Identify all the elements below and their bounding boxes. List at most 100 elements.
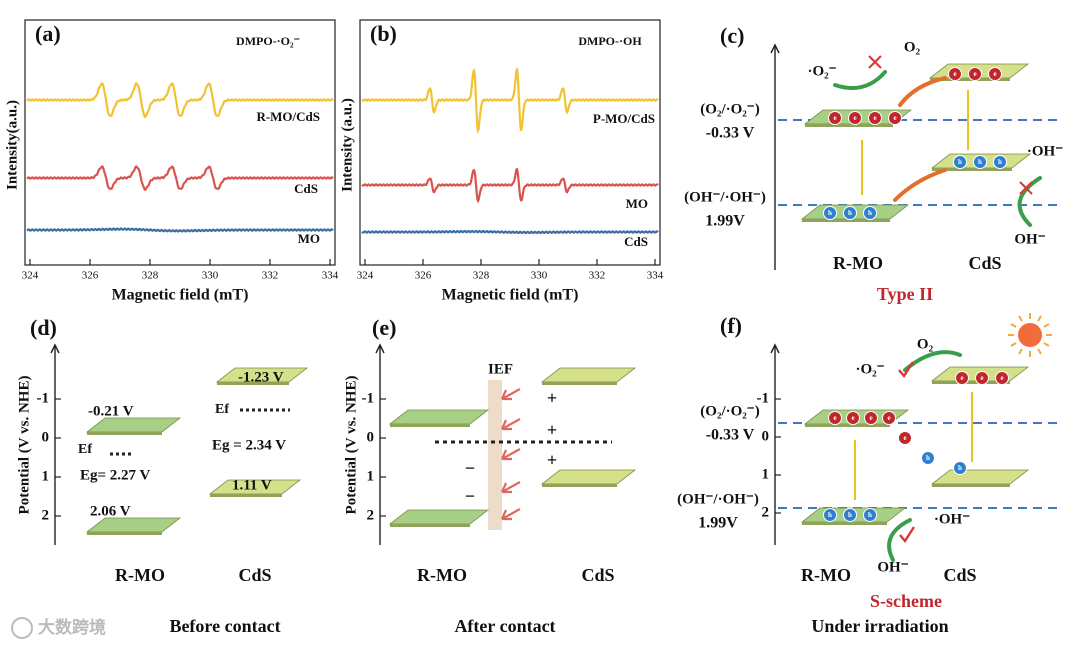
label: ·OH⁻ xyxy=(1027,143,1063,159)
label: + xyxy=(547,388,557,408)
field-arrow xyxy=(500,388,521,401)
label: R-MO xyxy=(801,565,851,585)
cross-mark xyxy=(868,55,882,69)
electron xyxy=(868,111,882,125)
band-plate xyxy=(208,479,302,497)
hole xyxy=(993,155,1007,169)
panel-label: (c) xyxy=(720,23,744,48)
carrier-label: h xyxy=(848,511,852,519)
y-tick-label: 1 xyxy=(762,466,770,482)
carrier-label: e xyxy=(973,70,976,78)
carrier-label: e xyxy=(993,70,996,78)
scheme-label: Type II xyxy=(877,284,933,304)
y-tick-label: 2 xyxy=(367,507,375,523)
electron xyxy=(846,411,860,425)
plate-edge xyxy=(542,484,617,487)
electron xyxy=(888,111,902,125)
electron xyxy=(975,371,989,385)
label: 1.99V xyxy=(698,515,738,532)
x-tick-label: 334 xyxy=(322,270,339,282)
label: − xyxy=(465,458,475,478)
plate-edge xyxy=(802,522,887,525)
label: R-MO xyxy=(115,565,165,585)
label: (O₂/·O₂⁻) xyxy=(700,403,759,419)
y-tick-label: -1 xyxy=(757,390,770,406)
electron xyxy=(828,111,842,125)
band-plate xyxy=(85,417,182,435)
plate-edge xyxy=(805,424,890,427)
field-arrow xyxy=(500,418,521,431)
hole xyxy=(863,206,877,220)
caption: Under irradiation xyxy=(811,616,948,636)
label: ·OH⁻ xyxy=(934,511,970,527)
plot-frame xyxy=(24,19,336,266)
electron xyxy=(948,67,962,81)
band-plate xyxy=(85,517,182,535)
curved-arrow xyxy=(833,70,887,90)
trace-label: CdS xyxy=(294,181,318,196)
label: CdS xyxy=(968,253,1001,273)
electron xyxy=(882,411,896,425)
band-plate xyxy=(540,469,637,487)
watermark-icon xyxy=(11,617,33,639)
x-tick-label: 330 xyxy=(531,270,548,282)
check-mark xyxy=(898,361,915,379)
carrier-label: e xyxy=(833,114,836,122)
carrier-label: h xyxy=(848,209,852,217)
sun-ray xyxy=(1043,342,1050,347)
plate-edge xyxy=(932,381,1010,384)
label: + xyxy=(547,450,557,470)
plate-edge xyxy=(802,219,890,222)
hole xyxy=(953,155,967,169)
y-axis-label: Potential (V vs. NHE) xyxy=(343,376,359,515)
transfer-arrow xyxy=(893,168,947,202)
y-axis-label: Intensity (a.u.) xyxy=(339,98,355,192)
spectrum xyxy=(361,67,659,134)
label: Ef xyxy=(78,442,92,457)
trace-label: MO xyxy=(626,196,648,211)
label: -1.23 V xyxy=(238,369,284,385)
hole xyxy=(843,206,857,220)
x-tick-label: 326 xyxy=(415,270,432,282)
field-arrow xyxy=(500,508,521,521)
band-plate xyxy=(540,367,637,385)
carrier-label: e xyxy=(853,114,856,122)
label: -0.33 V xyxy=(706,427,755,444)
label: − xyxy=(465,486,475,506)
sun-ray xyxy=(1037,315,1042,322)
probe-label: DMPO-·OH xyxy=(578,34,642,48)
hole xyxy=(823,508,837,522)
transfer-arrow xyxy=(898,76,947,107)
x-tick-label: 328 xyxy=(473,270,490,282)
y-axis-label: Intensity(a.u.) xyxy=(4,100,20,190)
label: (OH⁻/·OH⁻) xyxy=(684,189,766,205)
y-tick-label: 0 xyxy=(42,429,50,445)
x-tick-label: 328 xyxy=(142,270,159,282)
label: Ef xyxy=(215,402,229,417)
label: R-MO xyxy=(833,253,883,273)
axis-arrow xyxy=(50,343,60,354)
carrier-label: e xyxy=(1000,374,1003,382)
carrier-label: h xyxy=(978,158,982,166)
electron xyxy=(988,67,1002,81)
spectrum xyxy=(361,167,659,204)
axis-arrow xyxy=(770,43,780,54)
carrier-label: e xyxy=(873,114,876,122)
panel-label: (b) xyxy=(370,21,397,46)
panel-label: (f) xyxy=(720,313,742,338)
x-tick-label: 324 xyxy=(22,270,39,282)
spectrum xyxy=(26,82,334,119)
plate-edge xyxy=(805,124,893,127)
sun-ray xyxy=(1010,323,1017,328)
carrier-label: e xyxy=(833,414,836,422)
label: -0.21 V xyxy=(88,403,134,419)
label: (OH⁻/·OH⁻) xyxy=(677,491,759,507)
trace-label: R-MO/CdS xyxy=(256,109,320,124)
carrier-label: e xyxy=(903,434,906,442)
caption: After contact xyxy=(454,616,555,636)
hole xyxy=(843,508,857,522)
spectrum xyxy=(26,165,334,191)
plate-edge xyxy=(390,424,470,427)
label: 1.11 V xyxy=(232,477,272,493)
